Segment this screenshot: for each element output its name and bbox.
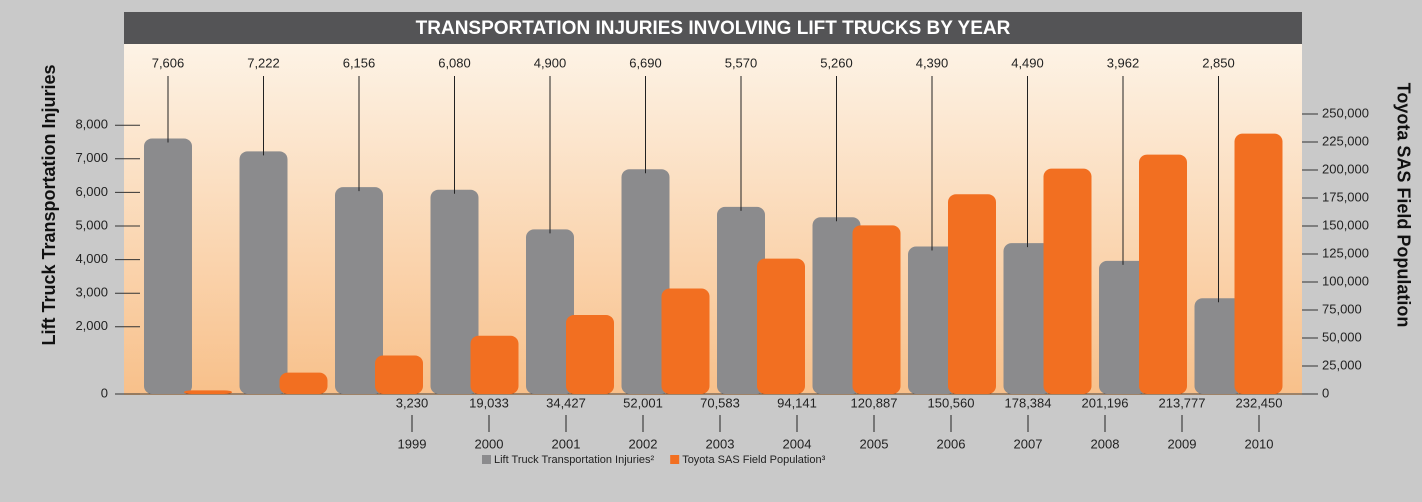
x-tick-label: 2003 (706, 436, 735, 451)
page: {"chart_data": {"type": "bar", "title": … (0, 0, 1422, 497)
population-bar (280, 373, 328, 394)
y-tick-label: 3,000 (75, 285, 108, 300)
population-bar (375, 355, 423, 394)
injury-label: 7,222 (247, 55, 280, 70)
y-axis-title: Lift Truck Transportation Injuries (39, 64, 59, 345)
population-label: 94,141 (777, 395, 817, 410)
x-tick-label: 2007 (1014, 436, 1043, 451)
population-label: 201,196 (1082, 395, 1129, 410)
y2-axis-title: Toyota SAS Field Population (1393, 83, 1413, 328)
population-label: 19,033 (469, 395, 509, 410)
population-bar (853, 225, 901, 394)
population-bar (662, 289, 710, 394)
population-bar (1235, 134, 1283, 394)
x-tick-label: 2009 (1168, 436, 1197, 451)
y2-tick-label: 225,000 (1322, 133, 1369, 148)
population-label: 34,427 (546, 395, 586, 410)
injury-label: 2,850 (1202, 55, 1235, 70)
population-label: 120,887 (851, 395, 898, 410)
population-bar (184, 390, 232, 394)
y-tick-label: 8,000 (75, 117, 108, 132)
x-tick-label: 2004 (783, 436, 812, 451)
injury-label: 5,260 (820, 55, 853, 70)
y2-tick-label: 0 (1322, 385, 1329, 400)
legend-swatch (670, 455, 679, 464)
population-label: 70,583 (700, 395, 740, 410)
y2-tick-label: 125,000 (1322, 245, 1369, 260)
legend-label: Toyota SAS Field Population³ (682, 454, 825, 466)
injury-label: 7,606 (152, 55, 185, 70)
y-tick-label: 7,000 (75, 150, 108, 165)
population-bar (1044, 169, 1092, 394)
y2-tick-label: 250,000 (1322, 105, 1369, 120)
x-tick-label: 2005 (860, 436, 889, 451)
legend-label: Lift Truck Transportation Injuries² (494, 454, 655, 466)
legend-swatch (482, 455, 491, 464)
population-label: 52,001 (623, 395, 663, 410)
population-label: 150,560 (928, 395, 975, 410)
y-tick-label: 4,000 (75, 251, 108, 266)
injury-label: 5,570 (725, 55, 758, 70)
y2-tick-label: 200,000 (1322, 161, 1369, 176)
injury-label: 4,390 (916, 55, 949, 70)
injury-label: 4,900 (534, 55, 567, 70)
x-tick-label: 2001 (552, 436, 581, 451)
y2-tick-label: 75,000 (1322, 301, 1362, 316)
population-bar (566, 315, 614, 394)
x-tick-label: 2010 (1245, 436, 1274, 451)
population-label: 3,230 (396, 395, 429, 410)
x-tick-label: 2006 (937, 436, 966, 451)
x-tick-label: 1999 (398, 436, 427, 451)
y2-tick-label: 25,000 (1322, 357, 1362, 372)
population-bar (1139, 155, 1187, 394)
injury-label: 4,490 (1011, 55, 1044, 70)
population-label: 232,450 (1236, 395, 1283, 410)
y-tick-label: 0 (101, 385, 108, 400)
injury-label: 6,690 (629, 55, 662, 70)
y2-tick-label: 150,000 (1322, 217, 1369, 232)
injury-label: 6,080 (438, 55, 471, 70)
y2-tick-label: 50,000 (1322, 329, 1362, 344)
injury-bar (144, 138, 192, 394)
population-bar (757, 259, 805, 394)
injury-label: 6,156 (343, 55, 376, 70)
population-bar (948, 194, 996, 394)
injury-bar (240, 151, 288, 394)
x-tick-label: 2008 (1091, 436, 1120, 451)
population-bar (471, 336, 519, 394)
x-tick-label: 2002 (629, 436, 658, 451)
y-tick-label: 6,000 (75, 184, 108, 199)
chart-title: TRANSPORTATION INJURIES INVOLVING LIFT T… (416, 18, 1011, 39)
y2-tick-label: 175,000 (1322, 189, 1369, 204)
population-label: 213,777 (1159, 395, 1206, 410)
chart: TRANSPORTATION INJURIES INVOLVING LIFT T… (0, 0, 1422, 497)
y-tick-label: 5,000 (75, 217, 108, 232)
y-tick-label: 2,000 (75, 318, 108, 333)
population-label: 178,384 (1005, 395, 1052, 410)
injury-label: 3,962 (1107, 55, 1140, 70)
y2-tick-label: 100,000 (1322, 273, 1369, 288)
x-tick-label: 2000 (475, 436, 504, 451)
